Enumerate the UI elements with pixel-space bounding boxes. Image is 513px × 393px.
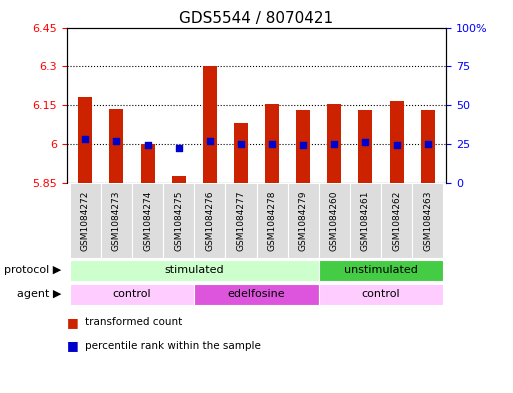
Point (174, 145, 183, 152)
Bar (78, 97, 92, 182)
FancyBboxPatch shape (288, 182, 319, 258)
FancyBboxPatch shape (319, 182, 350, 258)
FancyBboxPatch shape (194, 284, 319, 305)
Text: ■: ■ (67, 339, 83, 353)
Text: stimulated: stimulated (165, 265, 224, 275)
Text: GSM1084279: GSM1084279 (299, 190, 308, 251)
Text: edelfosine: edelfosine (228, 290, 285, 299)
Text: transformed count: transformed count (85, 317, 182, 327)
FancyBboxPatch shape (412, 182, 443, 258)
Bar (421, 110, 435, 182)
Point (112, 138, 121, 144)
Point (206, 138, 214, 144)
Point (361, 139, 369, 145)
Text: GSM1084278: GSM1084278 (268, 190, 277, 251)
Text: agent ▶: agent ▶ (17, 290, 62, 299)
Point (299, 142, 307, 149)
FancyBboxPatch shape (101, 182, 132, 258)
Bar (265, 104, 279, 182)
Bar (389, 101, 404, 182)
Text: GSM1084262: GSM1084262 (392, 190, 401, 251)
FancyBboxPatch shape (132, 182, 163, 258)
FancyBboxPatch shape (163, 182, 194, 258)
Bar (327, 104, 341, 182)
Bar (203, 66, 217, 182)
Bar (296, 110, 310, 182)
Bar (359, 110, 372, 182)
FancyBboxPatch shape (70, 284, 194, 305)
FancyBboxPatch shape (319, 284, 443, 305)
Text: GSM1084276: GSM1084276 (205, 190, 214, 251)
Point (81, 136, 89, 142)
Text: control: control (362, 290, 400, 299)
Text: unstimulated: unstimulated (344, 265, 418, 275)
Title: GDS5544 / 8070421: GDS5544 / 8070421 (180, 11, 333, 26)
Bar (172, 176, 186, 182)
Text: ■: ■ (67, 316, 83, 329)
Text: control: control (113, 290, 151, 299)
Text: GSM1084275: GSM1084275 (174, 190, 183, 251)
Point (268, 141, 276, 147)
Text: percentile rank within the sample: percentile rank within the sample (85, 341, 261, 351)
Text: GSM1084263: GSM1084263 (423, 190, 432, 251)
Point (237, 141, 245, 147)
FancyBboxPatch shape (381, 182, 412, 258)
Text: GSM1084277: GSM1084277 (236, 190, 245, 251)
Text: GSM1084260: GSM1084260 (330, 190, 339, 251)
FancyBboxPatch shape (256, 182, 288, 258)
FancyBboxPatch shape (70, 182, 101, 258)
FancyBboxPatch shape (70, 259, 319, 281)
FancyBboxPatch shape (319, 259, 443, 281)
Text: GSM1084261: GSM1084261 (361, 190, 370, 251)
Bar (234, 123, 248, 182)
Point (392, 142, 401, 149)
FancyBboxPatch shape (350, 182, 381, 258)
Text: protocol ▶: protocol ▶ (4, 265, 62, 275)
FancyBboxPatch shape (225, 182, 256, 258)
Point (424, 141, 432, 147)
Text: GSM1084273: GSM1084273 (112, 190, 121, 251)
FancyBboxPatch shape (194, 182, 225, 258)
Point (330, 141, 339, 147)
Point (144, 142, 152, 149)
Bar (109, 109, 124, 182)
Text: GSM1084272: GSM1084272 (81, 190, 90, 251)
Bar (141, 144, 154, 182)
Text: GSM1084274: GSM1084274 (143, 190, 152, 251)
